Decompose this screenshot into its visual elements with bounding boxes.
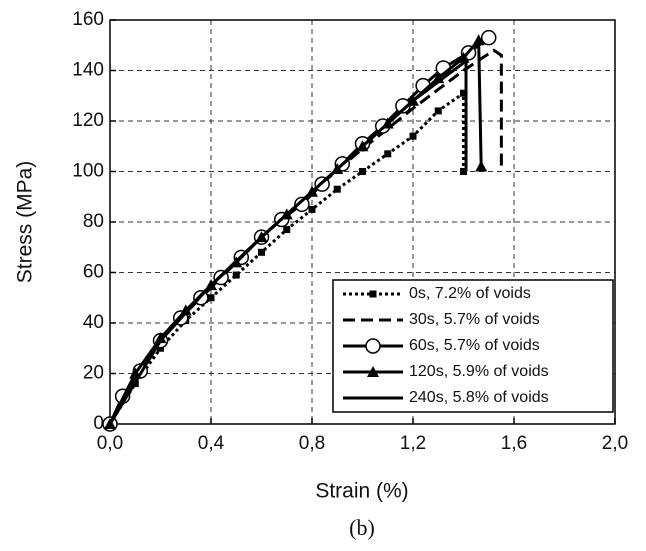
y-tick-label: 140 — [72, 60, 104, 81]
marker — [179, 304, 192, 316]
x-tick-label: 1,6 — [501, 433, 527, 454]
x-tick-label: 0,0 — [97, 433, 123, 454]
x-axis-label: Strain (%) — [315, 480, 408, 503]
marker — [359, 168, 366, 175]
marker — [369, 290, 377, 298]
series-line — [108, 90, 465, 425]
marker — [409, 132, 417, 140]
marker — [481, 29, 497, 46]
legend-label: 30s, 5.7% of voids — [409, 311, 540, 328]
marker — [294, 196, 310, 213]
marker — [460, 168, 467, 175]
legend-label: 240s, 5.8% of voids — [409, 389, 549, 406]
x-tick-label: 0,4 — [198, 433, 225, 454]
marker — [365, 338, 381, 354]
marker — [472, 34, 485, 46]
series-line — [108, 56, 468, 425]
y-tick-label: 160 — [72, 9, 104, 30]
marker — [283, 226, 291, 234]
legend-label: 0s, 7.2% of voids — [409, 285, 531, 302]
plot-frame — [109, 19, 616, 425]
marker — [207, 294, 215, 302]
x-tick-label: 1,2 — [400, 433, 426, 454]
y-tick-label: 0 — [93, 413, 104, 434]
y-tick-label: 100 — [72, 161, 104, 182]
marker — [333, 185, 341, 193]
marker — [460, 89, 467, 97]
y-tick-label: 20 — [83, 363, 104, 384]
x-tick-label: 0,8 — [299, 433, 325, 454]
marker — [232, 271, 240, 279]
marker — [154, 332, 167, 344]
legend-label: 60s, 5.7% of voids — [409, 337, 540, 354]
marker — [395, 98, 411, 114]
y-axis-label: Stress (MPa) — [14, 161, 37, 284]
marker — [258, 248, 265, 256]
marker — [367, 366, 379, 377]
marker — [475, 160, 488, 172]
marker — [434, 107, 442, 115]
y-tick-label: 40 — [83, 312, 104, 333]
caption: (b) — [349, 515, 375, 540]
legend-label: 120s, 5.9% of voids — [409, 363, 549, 380]
marker — [384, 150, 392, 158]
y-tick-label: 60 — [83, 262, 104, 283]
x-tick-label: 2,0 — [602, 433, 628, 454]
marker — [308, 205, 316, 213]
y-tick-label: 80 — [83, 211, 104, 232]
y-tick-label: 120 — [72, 110, 104, 131]
